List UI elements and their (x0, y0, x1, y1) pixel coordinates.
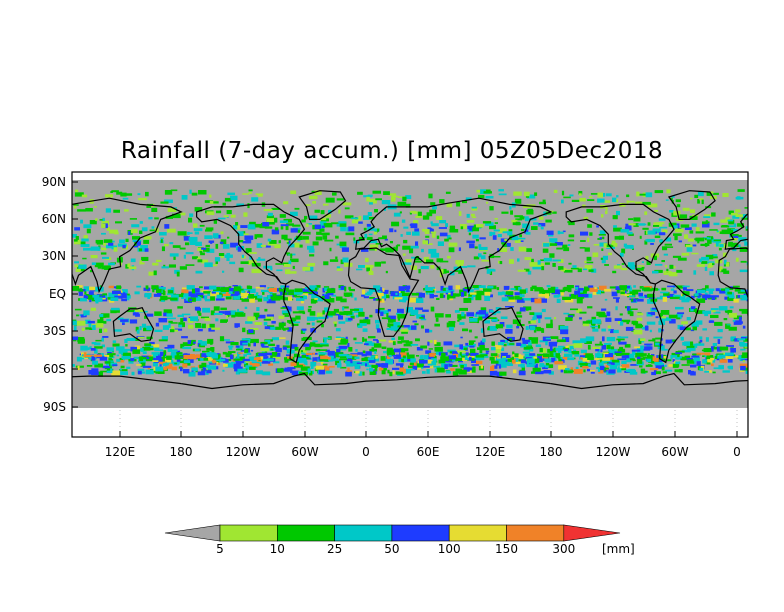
latitude-axis: 90N 60N 30N EQ 30S 60S 90S (42, 175, 78, 414)
lat-label: 30N (42, 249, 66, 263)
lat-label: 60S (43, 362, 66, 376)
longitude-axis: 120E 180 120W 60W 0 60E 120E 180 120W 60W 0 (105, 410, 741, 459)
map-title: Rainfall (7-day accum.) [mm] 05Z05Dec201… (120, 138, 664, 164)
colorbar-threshold-label: 100 (438, 542, 461, 556)
colorbar-threshold-label: 150 (495, 542, 518, 556)
lon-label: 120W (226, 445, 261, 459)
colorbar-threshold-label: 25 (327, 542, 342, 556)
africa-outline (717, 247, 748, 318)
lat-label: 90S (43, 400, 66, 414)
lon-label: 120E (105, 445, 136, 459)
colorbar-box (506, 524, 565, 542)
lat-label: 90N (42, 175, 66, 189)
colorbar-threshold-label: 10 (270, 542, 285, 556)
colorbar-box (219, 524, 278, 542)
colorbar-unit-label: [mm] (602, 542, 635, 556)
plot-frame (71, 171, 749, 438)
precipitation-layer (72, 189, 748, 377)
colorbar: 5 10 25 50 100 150 300 [mm] (164, 524, 635, 556)
antarctica-outline (72, 375, 182, 385)
lat-label: EQ (49, 287, 66, 301)
australia-outline (482, 307, 524, 342)
eurasia-outline (355, 197, 553, 294)
lon-label: 0 (362, 445, 370, 459)
lon-label: 120E (475, 445, 506, 459)
americas-outline (196, 203, 331, 364)
colorbar-box (276, 524, 335, 542)
lat-label: 60N (42, 212, 66, 226)
colorbar-threshold-label: 5 (216, 542, 224, 556)
greenland-outline (298, 190, 347, 220)
africa-outline (347, 247, 420, 337)
colorbar-threshold-label: 50 (384, 542, 399, 556)
antarctica-outline (181, 372, 551, 390)
lon-label: 60W (661, 445, 688, 459)
colorbar-threshold-label: 300 (552, 542, 575, 556)
lat-label: 30S (43, 324, 66, 338)
americas-outline (565, 203, 701, 364)
lon-label: 0 (733, 445, 741, 459)
continent-outlines (72, 190, 748, 390)
antarctica-outline (550, 372, 748, 390)
lon-label: 120W (596, 445, 631, 459)
lon-label: 180 (170, 445, 193, 459)
australia-outline (112, 307, 155, 342)
lon-label: 60W (291, 445, 318, 459)
eurasia-outline (72, 197, 183, 294)
lon-label: 180 (540, 445, 563, 459)
colorbar-high-triangle (563, 524, 621, 542)
colorbar-low-triangle (164, 524, 221, 542)
colorbar-box (391, 524, 450, 542)
greenland-outline (667, 190, 716, 220)
lon-label: 60E (417, 445, 440, 459)
colorbar-box (448, 524, 507, 542)
colorbar-box (334, 524, 393, 542)
